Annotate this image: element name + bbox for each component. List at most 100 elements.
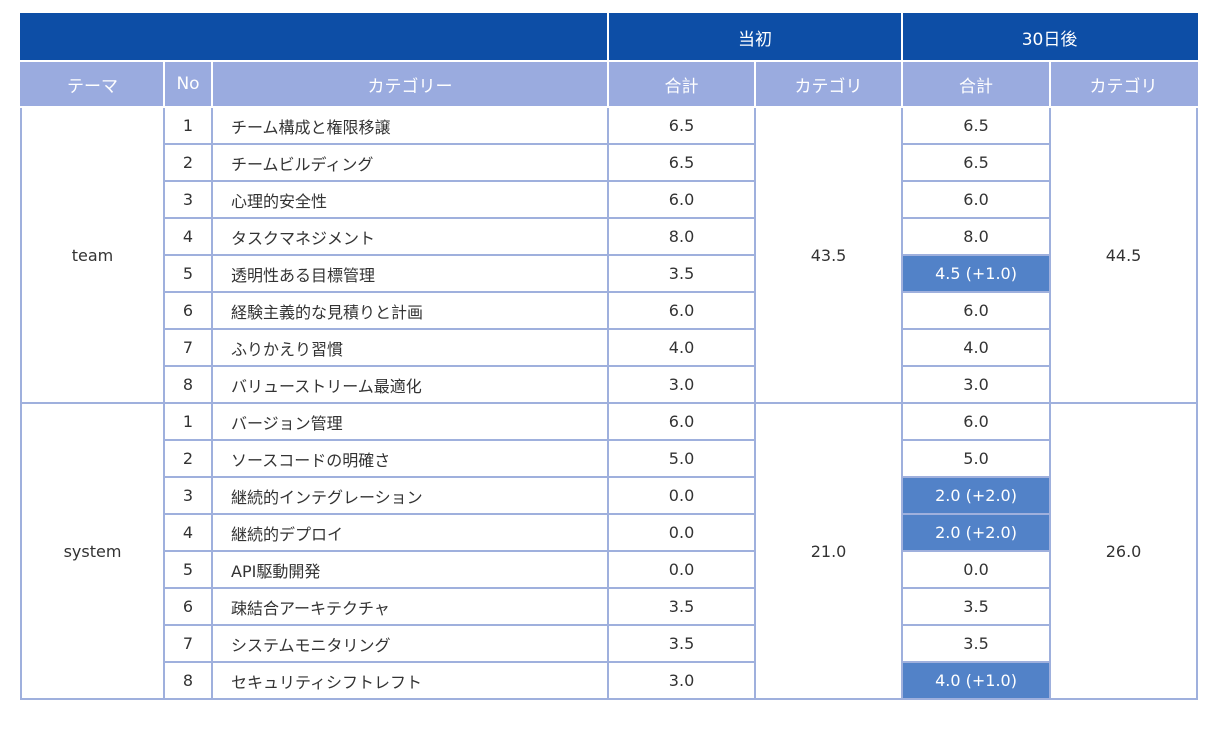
row-number: 2 xyxy=(163,143,213,182)
table-row: 8 バリューストリーム最適化 3.0 3.0 xyxy=(21,365,1197,404)
after-total: 6.5 xyxy=(901,106,1052,145)
category-name: システムモニタリング xyxy=(210,624,610,663)
initial-total: 3.5 xyxy=(607,587,757,626)
row-number: 1 xyxy=(163,402,213,441)
after-total: 6.0 xyxy=(901,402,1052,441)
row-number: 4 xyxy=(163,217,213,256)
row-number: 8 xyxy=(163,661,213,700)
initial-total: 8.0 xyxy=(607,217,757,256)
row-number: 8 xyxy=(163,365,213,404)
row-number: 7 xyxy=(163,624,213,663)
theme-cell: system xyxy=(20,402,165,700)
col-header-category-after: カテゴリ xyxy=(1049,60,1199,108)
table-row: 5 透明性ある目標管理 3.5 4.5 (+1.0) xyxy=(21,254,1197,293)
category-name: 心理的安全性 xyxy=(210,180,610,219)
initial-total: 0.0 xyxy=(607,476,757,515)
category-name: 継続的デプロイ xyxy=(210,513,610,552)
header-row-columns: テーマ No カテゴリー 合計 カテゴリ 合計 カテゴリ xyxy=(20,60,1199,108)
initial-total: 0.0 xyxy=(607,513,757,552)
initial-total: 5.0 xyxy=(607,439,757,478)
table-row: 3 心理的安全性 6.0 6.0 xyxy=(21,180,1197,219)
category-name: バリューストリーム最適化 xyxy=(210,365,610,404)
initial-total: 3.0 xyxy=(607,661,757,700)
after-total: 5.0 xyxy=(901,439,1052,478)
category-name: 経験主義的な見積りと計画 xyxy=(210,291,610,330)
table-row: 7 システムモニタリング 3.5 3.5 xyxy=(21,624,1197,663)
row-number: 5 xyxy=(163,550,213,589)
header-corner xyxy=(19,13,610,62)
initial-total: 3.5 xyxy=(607,254,757,293)
table-row: system 1 バージョン管理 6.0 21.0 6.0 26.0 xyxy=(20,402,1199,700)
row-number: 4 xyxy=(163,513,213,552)
initial-total: 0.0 xyxy=(607,550,757,589)
category-name: バージョン管理 xyxy=(210,402,610,441)
after-total: 6.0 xyxy=(901,291,1052,330)
col-header-category-initial: カテゴリ xyxy=(754,60,904,108)
table-row: 5 API駆動開発 0.0 0.0 xyxy=(21,550,1197,589)
table-row: 6 経験主義的な見積りと計画 6.0 6.0 xyxy=(21,291,1197,330)
table-row: 2 チームビルディング 6.5 6.5 xyxy=(21,143,1197,182)
header-row-period: 当初 30日後 xyxy=(19,13,1199,62)
initial-category-total: 43.5 xyxy=(754,106,904,404)
col-header-category: カテゴリー xyxy=(210,60,610,108)
category-name: チーム構成と権限移譲 xyxy=(210,106,610,145)
header-after-30-days: 30日後 xyxy=(901,13,1199,62)
table-body: team 1 チーム構成と権限移譲 6.5 43.5 6.5 44.5 2 チームビルディング 6… xyxy=(20,106,1199,700)
initial-total: 6.0 xyxy=(607,291,757,330)
after-total: 8.0 xyxy=(901,217,1052,256)
row-number: 3 xyxy=(163,180,213,219)
after-total: 3.5 xyxy=(901,587,1052,626)
after-total: 0.0 xyxy=(901,550,1052,589)
after-total: 3.5 xyxy=(901,624,1052,663)
after-total: 6.0 xyxy=(901,180,1052,219)
category-name: 疎結合アーキテクチャ xyxy=(210,587,610,626)
initial-total: 6.5 xyxy=(607,143,757,182)
after-category-total: 26.0 xyxy=(1049,402,1199,700)
table-row: 8 セキュリティシフトレフト 3.0 4.0 (+1.0) xyxy=(21,661,1197,700)
initial-total: 6.5 xyxy=(607,106,757,145)
theme-cell: team xyxy=(20,106,165,404)
row-number: 5 xyxy=(163,254,213,293)
table-row: 3 継続的インテグレーション 0.0 2.0 (+2.0) xyxy=(21,476,1197,515)
table-row: team 1 チーム構成と権限移譲 6.5 43.5 6.5 44.5 xyxy=(20,106,1199,404)
table-row: 2 ソースコードの明確さ 5.0 5.0 xyxy=(21,439,1197,478)
after-total: 6.5 xyxy=(901,143,1052,182)
table-row: 7 ふりかえり習慣 4.0 4.0 xyxy=(21,328,1197,367)
after-total: 4.5 (+1.0) xyxy=(901,254,1052,293)
row-number: 7 xyxy=(163,328,213,367)
after-total: 3.0 xyxy=(901,365,1052,404)
initial-total: 4.0 xyxy=(607,328,757,367)
after-total: 2.0 (+2.0) xyxy=(901,476,1052,515)
row-number: 3 xyxy=(163,476,213,515)
header-initial: 当初 xyxy=(607,13,904,62)
score-table: 当初 30日後 テーマ No カテゴリー 合計 カテゴリ 合計 カテゴリ tea… xyxy=(19,13,1199,700)
row-number: 6 xyxy=(163,291,213,330)
initial-category-total: 21.0 xyxy=(754,402,904,700)
initial-total: 3.5 xyxy=(607,624,757,663)
row-number: 2 xyxy=(163,439,213,478)
col-header-total-initial: 合計 xyxy=(607,60,757,108)
category-name: ふりかえり習慣 xyxy=(210,328,610,367)
category-name: ソースコードの明確さ xyxy=(210,439,610,478)
initial-total: 6.0 xyxy=(607,180,757,219)
table-row: 6 疎結合アーキテクチャ 3.5 3.5 xyxy=(21,587,1197,626)
after-category-total: 44.5 xyxy=(1049,106,1199,404)
initial-total: 3.0 xyxy=(607,365,757,404)
after-total: 4.0 xyxy=(901,328,1052,367)
col-header-theme: テーマ xyxy=(20,60,165,108)
score-table-container: 当初 30日後 テーマ No カテゴリー 合計 カテゴリ 合計 カテゴリ tea… xyxy=(19,13,1199,700)
after-total: 4.0 (+1.0) xyxy=(901,661,1052,700)
category-name: 透明性ある目標管理 xyxy=(210,254,610,293)
category-name: API駆動開発 xyxy=(210,550,610,589)
category-name: セキュリティシフトレフト xyxy=(210,661,610,700)
table-row: 4 継続的デプロイ 0.0 2.0 (+2.0) xyxy=(21,513,1197,552)
category-name: チームビルディング xyxy=(210,143,610,182)
initial-total: 6.0 xyxy=(607,402,757,441)
category-name: タスクマネジメント xyxy=(210,217,610,256)
col-header-no: No xyxy=(163,60,213,108)
after-total: 2.0 (+2.0) xyxy=(901,513,1052,552)
row-number: 6 xyxy=(163,587,213,626)
table-row: 4 タスクマネジメント 8.0 8.0 xyxy=(21,217,1197,256)
category-name: 継続的インテグレーション xyxy=(210,476,610,515)
col-header-total-after: 合計 xyxy=(901,60,1052,108)
